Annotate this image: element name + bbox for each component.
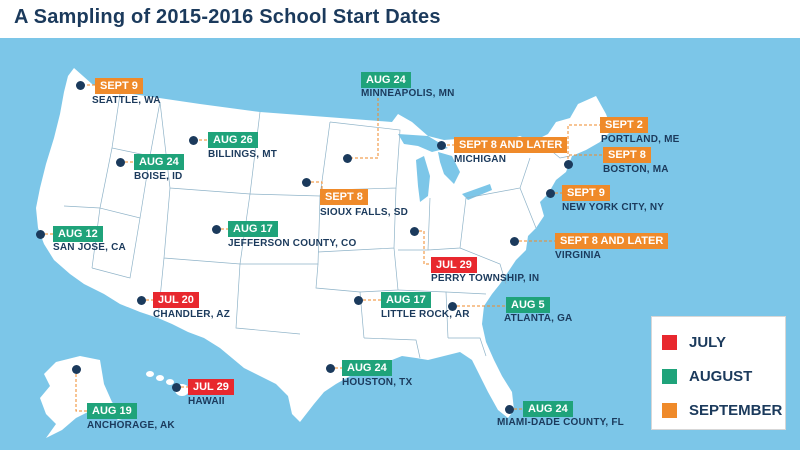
- date-badge: AUG 24: [361, 72, 411, 88]
- date-badge: SEPT 2: [600, 117, 648, 133]
- legend: JULY AUGUST SEPTEMBER: [651, 316, 786, 430]
- date-badge: SEPT 9: [562, 185, 610, 201]
- hawaii-islands: [146, 371, 189, 396]
- location-label: VIRGINIA: [555, 250, 602, 261]
- alaska-shape: [40, 356, 126, 438]
- location-dot: [137, 296, 146, 305]
- location-label: ANCHORAGE, AK: [87, 420, 175, 431]
- location-label: MICHIGAN: [454, 154, 507, 165]
- location-label: HAWAII: [188, 396, 225, 407]
- location-dot: [448, 302, 457, 311]
- date-badge: SEPT 8 AND LATER: [555, 233, 669, 249]
- location-dot: [72, 365, 81, 374]
- location-dot: [354, 296, 363, 305]
- location-label: BILLINGS, MT: [208, 149, 278, 160]
- lake-erie-shape: [462, 184, 492, 200]
- date-badge: AUG 24: [134, 154, 184, 170]
- location-dot: [212, 225, 221, 234]
- location-dot: [510, 237, 519, 246]
- legend-swatch-july: [662, 335, 677, 350]
- location-dot: [189, 136, 198, 145]
- date-badge: SEPT 9: [95, 78, 143, 94]
- location-label: JEFFERSON COUNTY, CO: [228, 238, 357, 249]
- us-map: SEPT 9 SEATTLE, WA AUG 24 MINNEAPOLIS, M…: [0, 38, 800, 450]
- date-badge: JUL 29: [188, 379, 234, 395]
- location-label: BOSTON, MA: [603, 164, 669, 175]
- location-label: PORTLAND, ME: [601, 134, 680, 145]
- location-dot: [564, 160, 573, 169]
- location-dot: [410, 227, 419, 236]
- location-label: LITTLE ROCK, AR: [381, 309, 470, 320]
- date-badge: JUL 20: [153, 292, 199, 308]
- date-badge: AUG 24: [342, 360, 392, 376]
- date-badge: AUG 26: [208, 132, 258, 148]
- date-badge: AUG 19: [87, 403, 137, 419]
- lake-huron-shape: [438, 152, 460, 184]
- date-badge: AUG 5: [506, 297, 550, 313]
- location-dot: [76, 81, 85, 90]
- lake-superior-shape: [398, 134, 448, 152]
- location-dot: [326, 364, 335, 373]
- title-bar: A Sampling of 2015-2016 School Start Dat…: [0, 0, 800, 38]
- state-borders: [63, 93, 571, 359]
- location-label: MIAMI-DADE COUNTY, FL: [497, 417, 624, 428]
- location-dot: [36, 230, 45, 239]
- location-dot: [546, 189, 555, 198]
- location-dot: [437, 141, 446, 150]
- location-label: HOUSTON, TX: [342, 377, 413, 388]
- location-dot: [116, 158, 125, 167]
- location-label: ATLANTA, GA: [504, 313, 573, 324]
- location-label: SIOUX FALLS, SD: [320, 207, 409, 218]
- date-badge: SEPT 8: [603, 147, 651, 163]
- lake-michigan-shape: [416, 156, 430, 202]
- legend-label: AUGUST: [689, 368, 753, 385]
- legend-label: JULY: [689, 334, 726, 351]
- date-badge: SEPT 8: [320, 189, 368, 205]
- legend-label: SEPTEMBER: [689, 402, 783, 419]
- location-label: PERRY TOWNSHIP, IN: [431, 273, 540, 284]
- location-label: BOISE, ID: [134, 171, 183, 182]
- map-title: A Sampling of 2015-2016 School Start Dat…: [14, 6, 441, 28]
- date-badge: AUG 17: [381, 292, 431, 308]
- location-label: CHANDLER, AZ: [153, 309, 231, 320]
- location-dot: [172, 383, 181, 392]
- date-badge: SEPT 8 AND LATER: [454, 137, 568, 153]
- location-label: NEW YORK CITY, NY: [562, 202, 665, 213]
- location-dot: [505, 405, 514, 414]
- location-dot: [302, 178, 311, 187]
- location-label: SEATTLE, WA: [92, 95, 161, 106]
- location-label: SAN JOSE, CA: [53, 242, 126, 253]
- date-badge: JUL 29: [431, 257, 477, 273]
- legend-swatch-september: [662, 403, 677, 418]
- date-badge: AUG 17: [228, 221, 278, 237]
- location-dot: [343, 154, 352, 163]
- date-badge: AUG 12: [53, 226, 103, 242]
- date-badge: AUG 24: [523, 401, 573, 417]
- location-label: MINNEAPOLIS, MN: [361, 88, 455, 99]
- legend-swatch-august: [662, 369, 677, 384]
